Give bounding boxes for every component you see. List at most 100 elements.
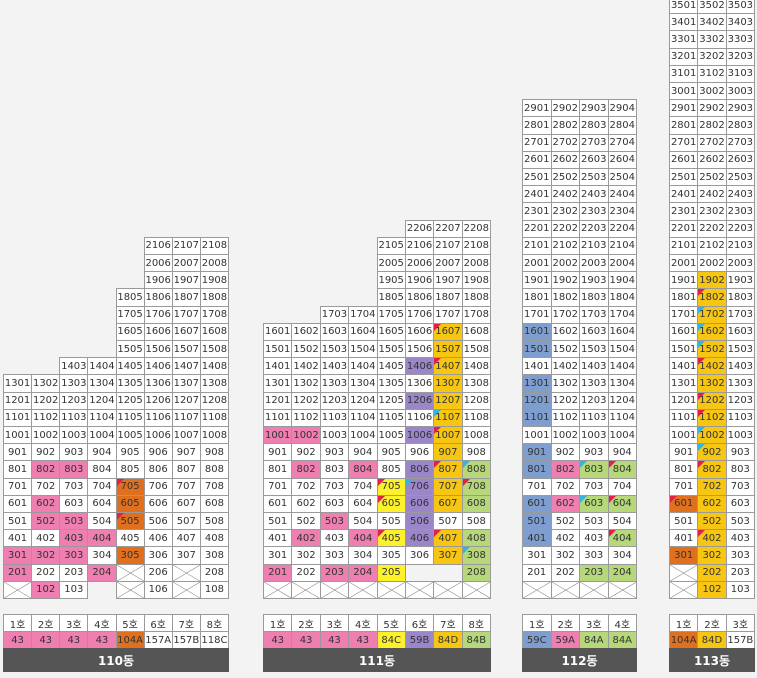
unit-line-header: 1호 <box>263 614 293 632</box>
unit-number: 3203 <box>727 51 754 63</box>
unit-cell: 1601 <box>669 322 699 341</box>
unit-cell: 1808 <box>461 288 491 307</box>
unit-cell: 901 <box>669 443 699 462</box>
unit-cell: 1607 <box>433 322 463 341</box>
unit-number: 2502 <box>552 171 578 183</box>
unit-cell: 1108 <box>461 408 491 427</box>
unit-number: 1301 <box>264 377 291 389</box>
unit-cell: 903 <box>319 443 350 462</box>
unit-marker <box>434 323 442 331</box>
unit-cell: 3101 <box>669 64 699 83</box>
unit-cell: 1302 <box>697 374 727 393</box>
unit-number: 2007 <box>435 257 461 269</box>
unit-cell: 602 <box>550 494 580 513</box>
unit-cell: 1308 <box>461 374 491 393</box>
unit-number: 1602 <box>293 326 319 338</box>
unit-cell: 1602 <box>550 322 580 341</box>
unit-marker <box>462 547 470 555</box>
unit-cell: 603 <box>725 494 755 513</box>
unit-number: 604 <box>92 498 112 510</box>
unit-cell: 1803 <box>579 288 609 307</box>
unit-number: 203 <box>584 567 604 579</box>
unit-number: 1803 <box>581 291 607 303</box>
unit-cell: 1402 <box>291 357 321 376</box>
unit-number: 704 <box>612 481 632 493</box>
unit-cell: 305 <box>115 546 145 565</box>
unit-cell: 201 <box>263 563 293 582</box>
unit-cell: 1508 <box>461 340 491 359</box>
unit-cell: 1102 <box>697 408 727 427</box>
unit-line-header: 3호 <box>725 614 755 632</box>
unit-cell: 302 <box>550 546 580 565</box>
unit-number: 1502 <box>552 343 578 355</box>
unit-number: 303 <box>64 549 84 561</box>
unit-cell: 1008 <box>199 426 229 445</box>
unit-cell: 3503 <box>725 0 755 15</box>
unit-number: 1004 <box>609 429 635 441</box>
unit-number: 203 <box>730 567 750 579</box>
unit-number: 1608 <box>463 326 490 338</box>
unit-cell: 1703 <box>579 305 609 324</box>
unit-cell: 2002 <box>550 254 580 273</box>
unit-number: 1601 <box>524 326 550 338</box>
unit-cell: 407 <box>171 529 201 548</box>
unit-cell: 404 <box>348 529 378 548</box>
unit-cell: 302 <box>291 546 321 565</box>
unit-number: 401 <box>268 532 288 544</box>
unit-cell: 701 <box>3 477 33 496</box>
unit-number: 1602 <box>699 326 725 338</box>
unit-number: 2101 <box>524 240 550 252</box>
unit-cell: 302 <box>31 546 61 565</box>
unit-cell: 1902 <box>550 271 580 290</box>
unit-cell: 102 <box>697 580 727 599</box>
unit-number: 2004 <box>609 257 635 269</box>
unit-cell: 1903 <box>725 271 755 290</box>
unit-number: 1402 <box>699 360 725 372</box>
unit-number: 407 <box>438 532 458 544</box>
unit-cell: 1907 <box>171 271 201 290</box>
unit-number: 404 <box>92 532 112 544</box>
unit-number: 1507 <box>435 343 461 355</box>
unit-number: 704 <box>353 481 373 493</box>
unit-number: 706 <box>410 481 430 493</box>
unit-number: 2102 <box>552 240 578 252</box>
unit-number: 401 <box>674 532 694 544</box>
unit-cell: 508 <box>461 512 491 531</box>
unit-cell: 1105 <box>376 408 406 427</box>
unit-number: 1801 <box>524 291 550 303</box>
unit-number: 103 <box>64 584 84 596</box>
building-label: 110동 <box>3 648 229 672</box>
unit-cell: 2206 <box>404 219 435 238</box>
unit-cell: 401 <box>669 529 699 548</box>
unit-cell: 905 <box>115 443 145 462</box>
unit-number: 603 <box>64 498 84 510</box>
unit-cell: 1004 <box>607 426 637 445</box>
unit-cell: 1204 <box>87 391 117 410</box>
unit-number: 1508 <box>463 343 490 355</box>
unit-type: 157B <box>171 631 201 649</box>
unit-line-header: 8호 <box>199 614 229 632</box>
unit-number: 1907 <box>173 274 200 286</box>
unit-cell: 1102 <box>31 408 61 427</box>
unit-cell: 2401 <box>522 185 552 204</box>
unit-number: 806 <box>148 463 168 475</box>
unit-cell: 1706 <box>143 305 173 324</box>
unit-cell: 1402 <box>550 357 580 376</box>
unit-number: 1605 <box>117 326 143 338</box>
unit-cell: 603 <box>59 494 89 513</box>
unit-number: 1307 <box>435 377 461 389</box>
unit-number: 206 <box>148 567 168 579</box>
unit-cell: 1404 <box>607 357 637 376</box>
unit-cell: 2202 <box>697 219 727 238</box>
unit-line-header: 3호 <box>59 614 89 632</box>
unit-number: 1303 <box>727 377 754 389</box>
unit-number: 905 <box>381 446 401 458</box>
unit-number: 1108 <box>463 412 490 424</box>
unit-number: 904 <box>612 446 632 458</box>
unit-number: 606 <box>410 498 430 510</box>
unit-number: 1302 <box>32 377 59 389</box>
unit-cell: 602 <box>291 494 321 513</box>
unit-cell-none <box>669 580 699 599</box>
unit-cell: 1401 <box>669 357 699 376</box>
unit-number: 2006 <box>145 257 171 269</box>
